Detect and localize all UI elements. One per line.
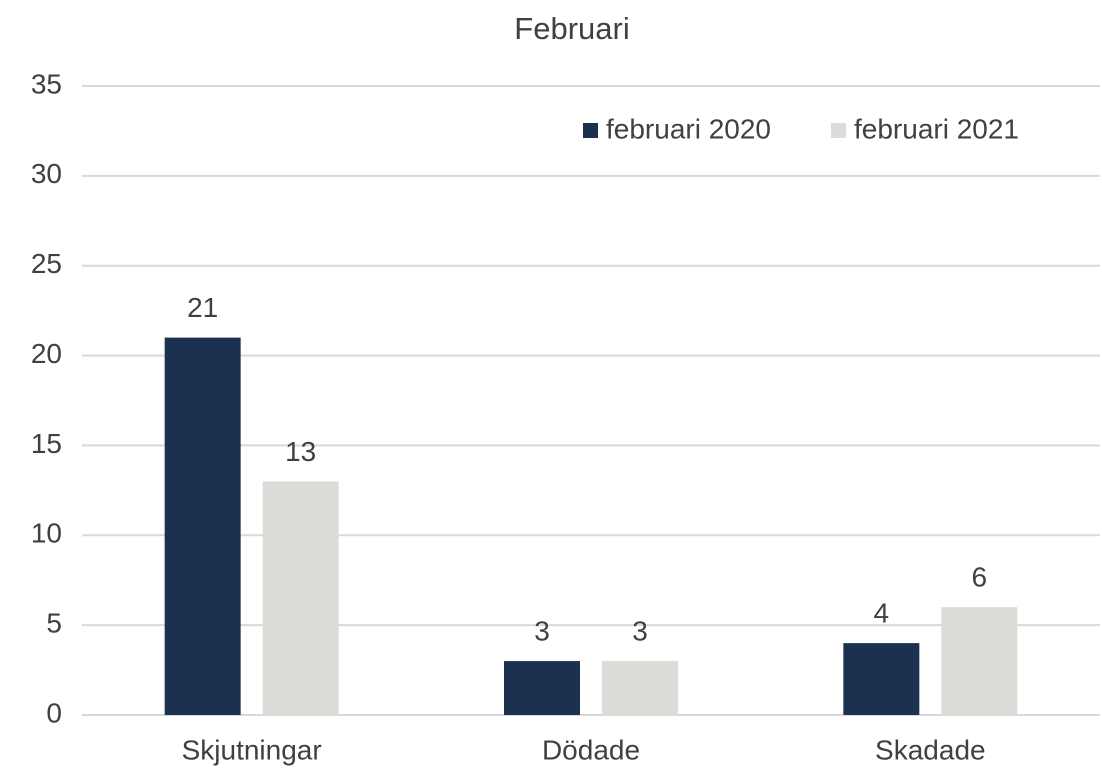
legend-swatch [583,123,598,138]
bar [262,481,339,715]
y-tick-label: 30 [31,158,62,189]
data-label: 13 [285,436,316,467]
data-label: 21 [187,292,218,323]
data-label: 6 [972,562,988,593]
y-tick-label: 35 [31,68,62,99]
legend-label: februari 2020 [606,113,771,144]
legend-label: februari 2021 [854,113,1019,144]
x-tick-label: Skadade [875,734,986,765]
y-tick-label: 10 [31,518,62,549]
bar [164,337,241,715]
y-tick-label: 20 [31,338,62,369]
bar [843,643,920,715]
y-tick-label: 15 [31,428,62,459]
data-label: 4 [874,598,890,629]
data-label: 3 [632,615,648,646]
x-tick-label: Skjutningar [182,734,322,765]
bar [602,661,678,715]
chart-title: Februari [514,11,629,46]
y-tick-label: 25 [31,248,62,279]
bar [941,607,1018,715]
bar [504,661,580,715]
x-tick-label: Dödade [542,734,640,765]
legend-swatch [831,123,846,138]
data-label: 3 [534,615,550,646]
y-tick-label: 0 [46,697,62,728]
y-tick-label: 5 [46,608,62,639]
